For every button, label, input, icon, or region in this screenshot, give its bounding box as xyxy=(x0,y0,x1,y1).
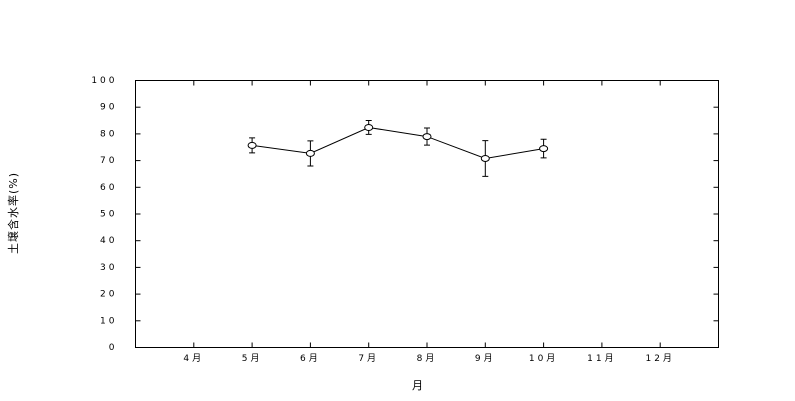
y-tick-label: 10 xyxy=(100,316,117,326)
y-tick-label: 0 xyxy=(109,343,118,353)
x-tick-label: 7月 xyxy=(358,353,379,364)
x-tick-label: 5月 xyxy=(242,353,263,364)
x-tick-label: 12月 xyxy=(645,353,674,364)
y-tick-label: 40 xyxy=(100,236,117,246)
x-tick-label: 11月 xyxy=(587,353,616,364)
point xyxy=(480,154,490,162)
x-tick-label: 4月 xyxy=(183,353,204,364)
y-tick-label: 80 xyxy=(100,129,117,139)
y-tick-label: 50 xyxy=(100,210,117,220)
x-tick-label: 9月 xyxy=(475,353,496,364)
y-tick-label: 100 xyxy=(91,76,117,86)
point xyxy=(247,141,257,149)
y-tick-label: 30 xyxy=(100,263,117,273)
y-tick-label: 90 xyxy=(100,103,117,113)
y-tick-label: 60 xyxy=(100,183,117,193)
y-tick-label: 20 xyxy=(100,290,117,300)
point xyxy=(364,123,374,131)
plot-frame xyxy=(135,80,719,348)
x-tick-label: 6月 xyxy=(300,353,321,364)
x-tick-label: 10月 xyxy=(529,353,558,364)
point xyxy=(305,149,315,157)
x-tick-label: 8月 xyxy=(417,353,438,364)
point xyxy=(422,133,432,141)
y-axis-title: 土壌含水率(%) xyxy=(6,172,20,254)
y-tick-label: 70 xyxy=(100,156,117,166)
point xyxy=(539,145,549,153)
x-axis-title: 月 xyxy=(412,379,424,392)
series-line xyxy=(252,126,544,159)
